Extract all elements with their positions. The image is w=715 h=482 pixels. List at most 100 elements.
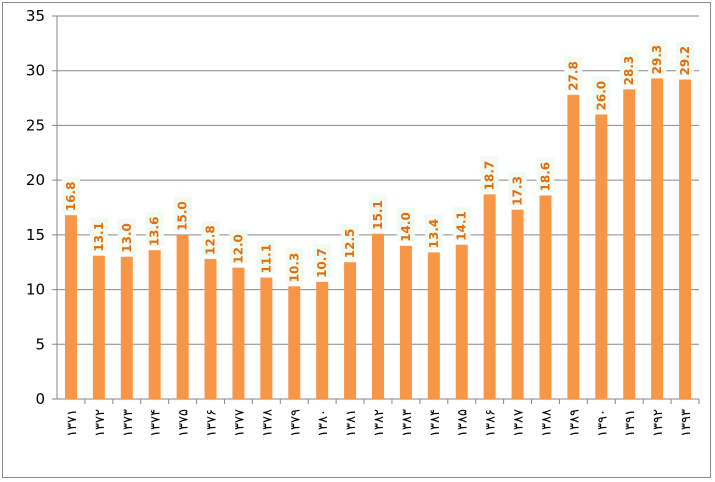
bar [427, 252, 440, 399]
data-label-background [592, 76, 611, 111]
bar [679, 79, 692, 400]
y-tick-label: 20 [26, 171, 45, 189]
bar [260, 277, 273, 399]
bars [64, 78, 692, 400]
bar [483, 194, 496, 399]
data-label: 16.8 [64, 182, 78, 212]
data-label-background [117, 218, 136, 253]
data-label: 15.0 [176, 201, 190, 231]
y-axis-ticks: 0 5 10 15 20 25 30 35 [26, 7, 45, 408]
data-label: 13.0 [120, 223, 134, 253]
data-label: 15.1 [371, 200, 385, 230]
data-label-background [536, 157, 555, 192]
data-label-background [89, 217, 108, 252]
bar [232, 267, 245, 399]
data-label: 11.1 [259, 244, 273, 274]
data-labels: 16.8 13.1 13.0 13.6 15.0 12.8 12.0 11.1 10.3 10.7… [61, 40, 695, 283]
x-tick-label: ۱۳۷۳ [121, 409, 136, 437]
data-label: 12.8 [204, 225, 218, 255]
bar [539, 195, 552, 399]
bar [92, 255, 105, 399]
x-tick-label: ۱۳۸۲ [372, 409, 387, 437]
x-tick-label: ۱۳۹۳ [679, 409, 694, 437]
data-label: 29.2 [678, 46, 692, 76]
bar [344, 262, 357, 399]
y-tick-label: 15 [26, 226, 45, 244]
x-tick-label: ۱۳۷۴ [149, 409, 164, 437]
data-label: 13.4 [427, 219, 441, 249]
data-label-background [61, 177, 80, 212]
x-tick-label: ۱۳۷۷ [232, 409, 247, 437]
bar [651, 78, 664, 400]
data-label-background [285, 248, 304, 283]
data-label-background [396, 207, 415, 242]
data-label: 10.7 [315, 248, 329, 278]
data-label-background [229, 229, 248, 264]
bar [567, 94, 580, 399]
data-label-background [369, 195, 387, 230]
x-tick-label: ۱۳۷۲ [93, 409, 108, 437]
x-tick-label: ۱۳۸۸ [539, 409, 554, 437]
bar [399, 245, 412, 399]
data-label: 14.1 [455, 211, 469, 241]
data-label: 12.0 [231, 234, 245, 264]
bar [148, 250, 161, 399]
x-tick-label: ۱۳۷۸ [260, 409, 275, 437]
data-label: 14.0 [399, 212, 413, 242]
data-label: 18.6 [538, 162, 552, 192]
bar [595, 114, 608, 399]
data-label-background [257, 239, 276, 274]
bar [455, 244, 468, 399]
data-label: 18.7 [483, 161, 497, 191]
y-tick-label: 30 [26, 62, 45, 80]
y-tick-label: 10 [26, 281, 45, 299]
bar [511, 209, 524, 399]
data-label-background [620, 51, 639, 86]
data-label-background [452, 206, 471, 241]
x-tick-label: ۱۳۷۹ [288, 409, 303, 437]
x-axis-ticks: ۱۳۷۱ ۱۳۷۲ ۱۳۷۳ ۱۳۷۴ ۱۳۷۵ ۱۳۷۶ ۱۳۷۷ ۱۳۷۸ ۱۳۷۹ ۱۳۸۰… [65, 409, 694, 437]
x-tick-label: ۱۳۹۰ [595, 409, 610, 437]
data-label: 17.3 [511, 176, 525, 206]
y-tick-label: 35 [26, 7, 45, 25]
bar [204, 258, 217, 399]
bar [316, 281, 329, 399]
data-label-background [564, 56, 583, 91]
y-tick-label: 5 [35, 335, 45, 353]
x-tick-label: ۱۳۹۲ [651, 409, 666, 437]
data-label-background [341, 224, 360, 259]
data-label-background [676, 41, 695, 76]
x-tick-label: ۱۳۷۱ [65, 409, 80, 437]
data-label-background [145, 212, 164, 247]
data-label: 29.3 [650, 45, 664, 75]
data-label-background [424, 214, 443, 249]
bar [176, 234, 189, 399]
data-label: 27.8 [566, 61, 580, 91]
x-tick-label: ۱۳۸۹ [567, 409, 582, 437]
bar [288, 286, 301, 399]
data-label-background [508, 171, 527, 206]
data-label: 13.1 [92, 222, 106, 252]
y-tick-label: 0 [35, 390, 45, 408]
x-tick-label: ۱۳۸۳ [400, 409, 415, 437]
data-label-background [480, 156, 499, 191]
data-label-background [313, 243, 332, 278]
x-tick-label: ۱۳۹۱ [623, 409, 638, 437]
data-label-background [201, 220, 220, 255]
y-tick-label: 25 [26, 116, 45, 134]
bar [372, 233, 384, 399]
x-tick-label: ۱۳۸۱ [344, 409, 359, 437]
data-label: 26.0 [594, 81, 608, 111]
bar [64, 215, 77, 399]
x-tick-label: ۱۳۸۰ [316, 409, 331, 437]
data-label-background [173, 196, 192, 231]
data-label: 10.3 [287, 253, 301, 283]
bar [120, 256, 133, 399]
x-tick-label: ۱۳۸۵ [456, 409, 471, 437]
bar [623, 89, 636, 400]
x-tick-label: ۱۳۸۴ [428, 409, 443, 437]
x-tick-label: ۱۳۸۶ [484, 409, 499, 437]
data-label-background [648, 40, 667, 75]
data-label: 13.6 [148, 217, 162, 247]
